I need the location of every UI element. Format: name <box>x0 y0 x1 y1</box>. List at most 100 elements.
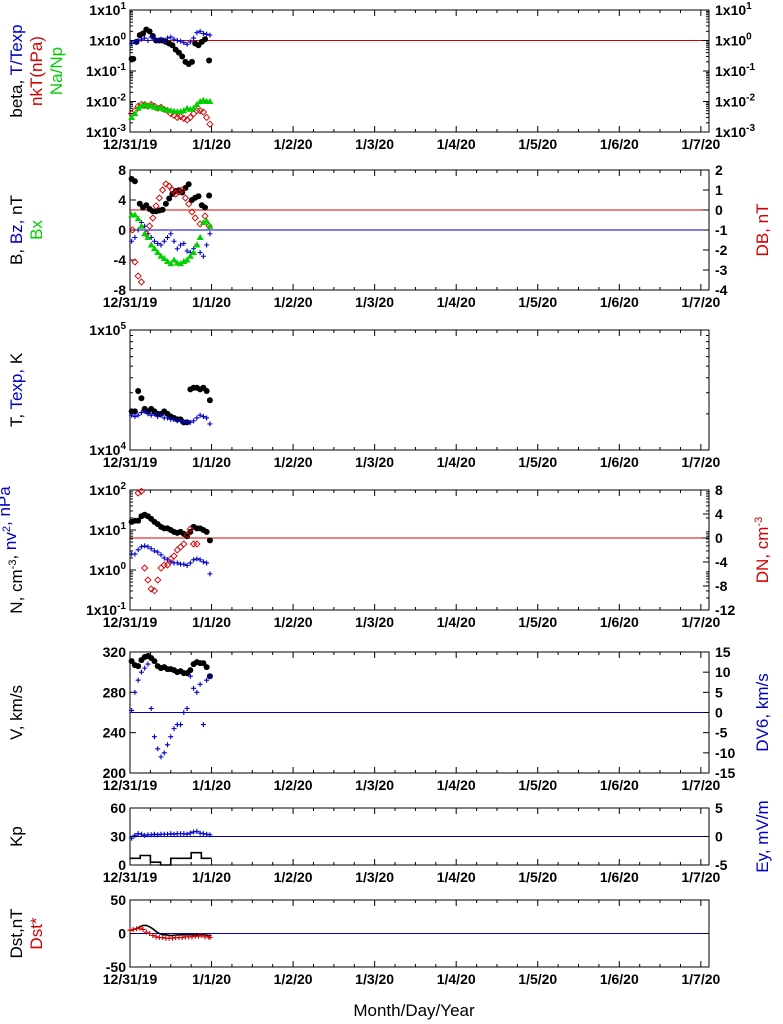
data-point <box>206 98 214 104</box>
x-tick-label: 12/31/19 <box>103 971 158 987</box>
x-tick-label: 1/4/20 <box>437 971 476 987</box>
data-point <box>207 935 213 941</box>
series-1 <box>129 408 213 427</box>
data-point <box>159 206 166 213</box>
data-point <box>184 419 190 425</box>
data-point <box>184 705 190 711</box>
series-0 <box>128 511 213 544</box>
y-tick-label: 1x100 <box>89 32 126 49</box>
data-point <box>134 926 140 932</box>
x-tick-label: 1/4/20 <box>437 614 476 630</box>
data-point <box>141 100 149 109</box>
y-tick-label: 1x100 <box>89 561 126 578</box>
x-tick-label: 1/5/20 <box>518 777 557 793</box>
data-point <box>134 489 142 497</box>
data-point <box>206 537 213 544</box>
data-point <box>169 935 175 941</box>
plot-frame <box>129 329 710 451</box>
y-tick-label: 1x101 <box>89 1 126 18</box>
data-point <box>131 211 139 218</box>
data-point <box>173 546 181 554</box>
x-tick-label: 1/4/20 <box>437 294 476 310</box>
y-right-axis-label: Ey, mV/m <box>753 800 772 872</box>
x-tick-label: 1/4/20 <box>437 777 476 793</box>
data-point <box>138 36 144 42</box>
y-tick-label: 0 <box>118 926 126 942</box>
y-axis-label: Bx <box>27 220 46 240</box>
data-point <box>185 181 192 188</box>
data-point <box>178 722 184 728</box>
panel-bfield: 12/31/19 1/1/20 1/2/20 1/3/20 1/4/20 1/5/20 1/… <box>7 162 772 310</box>
data-point <box>188 208 196 216</box>
data-point <box>195 193 202 200</box>
data-point <box>191 418 197 424</box>
data-point <box>131 110 139 117</box>
data-point <box>162 180 170 188</box>
y-tick-label: 1x101 <box>89 521 126 538</box>
x-tick-label: 12/31/19 <box>103 454 158 470</box>
x-tick-label: 1/5/20 <box>518 614 557 630</box>
data-point <box>145 38 151 43</box>
x-tick-label: 1/6/20 <box>600 971 639 987</box>
data-point <box>207 421 213 427</box>
data-point <box>138 669 144 675</box>
data-point <box>131 258 139 266</box>
data-point <box>171 726 177 732</box>
data-point <box>135 227 141 233</box>
data-point <box>129 707 135 713</box>
data-point <box>168 186 177 194</box>
y-tick-label: 1x10-1 <box>86 62 126 79</box>
y-right-tick-label: 0 <box>715 829 723 845</box>
y-right-tick-label: -12 <box>715 602 735 618</box>
y-right-tick-label: -1 <box>715 222 728 238</box>
data-point <box>191 685 197 691</box>
data-point <box>160 561 168 569</box>
x-tick-label: 1/6/20 <box>600 614 639 630</box>
data-point <box>184 533 191 540</box>
y-right-tick-label: 15 <box>715 644 731 660</box>
data-point <box>158 412 164 418</box>
data-point <box>146 28 153 35</box>
data-point <box>184 248 190 254</box>
data-point <box>160 935 166 941</box>
data-point <box>151 238 157 244</box>
x-tick-label: 1/5/20 <box>518 869 557 885</box>
data-point <box>135 831 141 837</box>
data-point <box>165 235 171 240</box>
data-point <box>171 831 177 837</box>
y-tick-label: -50 <box>106 959 126 975</box>
data-point <box>170 256 178 263</box>
data-point <box>148 546 154 552</box>
data-point <box>134 104 142 111</box>
panel-dst: 12/31/19 1/1/20 1/2/20 1/3/20 1/4/20 1/5/20 1/… <box>7 892 721 987</box>
data-point <box>151 36 157 42</box>
data-point <box>194 415 200 421</box>
x-tick-label: 1/3/20 <box>355 294 394 310</box>
panel-kp: 12/31/19 1/1/20 1/2/20 1/3/20 1/4/20 1/5/20 1/… <box>7 800 772 885</box>
data-point <box>184 831 190 837</box>
data-point <box>158 754 164 760</box>
data-point <box>148 412 154 418</box>
data-point <box>206 222 214 229</box>
y-tick-label: 60 <box>110 800 126 816</box>
data-point <box>138 395 145 402</box>
data-point <box>130 926 136 932</box>
data-point <box>197 557 203 563</box>
data-point <box>204 560 210 566</box>
y-axis-label: Dst* <box>27 917 46 950</box>
data-point <box>145 544 151 550</box>
data-point <box>179 53 186 60</box>
data-point <box>200 30 206 36</box>
data-point <box>129 412 135 418</box>
data-point <box>171 238 177 244</box>
data-point <box>178 38 184 44</box>
data-point <box>155 241 161 246</box>
data-point <box>165 415 171 421</box>
data-point <box>157 252 165 259</box>
x-axis-title: Month/Day/Year <box>353 1001 475 1020</box>
data-point <box>199 108 208 116</box>
data-point <box>203 217 211 224</box>
y-right-tick-label: -4 <box>715 554 728 570</box>
x-tick-label: 1/4/20 <box>437 869 476 885</box>
data-point <box>132 414 138 420</box>
